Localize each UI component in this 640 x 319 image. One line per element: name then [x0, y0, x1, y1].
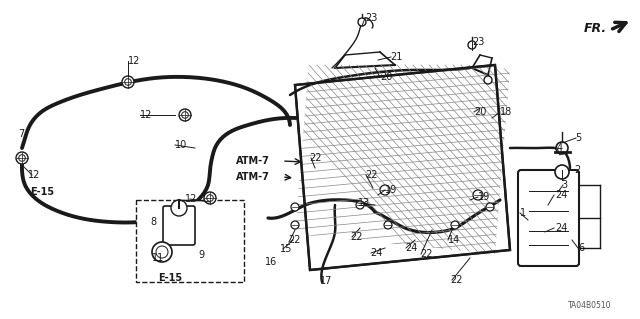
Text: E-15: E-15 [30, 187, 54, 197]
Circle shape [486, 203, 494, 211]
Text: 12: 12 [128, 56, 140, 66]
Circle shape [556, 142, 568, 154]
FancyBboxPatch shape [163, 206, 195, 245]
Text: 18: 18 [500, 107, 512, 117]
Text: 15: 15 [280, 244, 292, 254]
Text: 8: 8 [150, 217, 156, 227]
Text: 2: 2 [574, 165, 580, 175]
FancyBboxPatch shape [518, 170, 579, 266]
Text: 12: 12 [140, 110, 152, 120]
Text: 19: 19 [478, 192, 490, 202]
Circle shape [207, 195, 213, 201]
Text: 24: 24 [405, 243, 417, 253]
Text: 16: 16 [265, 257, 277, 267]
Text: ATM-7: ATM-7 [236, 156, 270, 166]
Text: 14: 14 [448, 235, 460, 245]
Text: 3: 3 [561, 180, 567, 190]
Text: 20: 20 [474, 107, 486, 117]
Circle shape [451, 221, 459, 229]
Text: 22: 22 [350, 232, 362, 242]
Text: 11: 11 [152, 253, 164, 263]
Text: ATM-7: ATM-7 [236, 172, 270, 182]
Text: 22: 22 [365, 170, 378, 180]
Text: 7: 7 [18, 129, 24, 139]
Text: 22: 22 [420, 249, 433, 259]
Circle shape [358, 18, 366, 26]
Circle shape [171, 200, 187, 216]
Text: 10: 10 [175, 140, 188, 150]
Text: 22: 22 [450, 275, 463, 285]
Circle shape [291, 221, 299, 229]
Bar [136, 200, 244, 282]
Circle shape [555, 165, 569, 179]
Circle shape [16, 152, 28, 164]
Text: 19: 19 [385, 185, 397, 195]
Text: 4: 4 [557, 143, 563, 153]
Circle shape [182, 112, 188, 118]
Circle shape [473, 190, 483, 200]
Text: 23: 23 [365, 13, 378, 23]
Text: 24: 24 [370, 248, 382, 258]
Text: 23: 23 [472, 37, 484, 47]
Text: 22: 22 [288, 235, 301, 245]
Text: 1: 1 [520, 208, 526, 218]
Text: 21: 21 [390, 52, 403, 62]
Circle shape [468, 41, 476, 49]
Circle shape [380, 185, 390, 195]
Text: 22: 22 [309, 153, 321, 163]
Text: 24: 24 [555, 223, 568, 233]
Circle shape [291, 203, 299, 211]
Circle shape [484, 76, 492, 84]
Text: 17: 17 [320, 276, 332, 286]
Text: 9: 9 [198, 250, 204, 260]
Text: FR.: FR. [584, 21, 607, 34]
Polygon shape [295, 65, 510, 270]
Text: 12: 12 [28, 170, 40, 180]
Circle shape [152, 242, 172, 262]
Text: TA04B0510: TA04B0510 [568, 301, 612, 310]
Circle shape [122, 76, 134, 88]
Circle shape [356, 201, 364, 209]
Circle shape [179, 109, 191, 121]
Circle shape [384, 221, 392, 229]
Text: 20: 20 [380, 72, 392, 82]
Text: 6: 6 [578, 243, 584, 253]
Circle shape [125, 79, 131, 85]
Text: 13: 13 [358, 198, 371, 208]
Circle shape [204, 192, 216, 204]
Text: E-15: E-15 [158, 273, 182, 283]
Circle shape [156, 246, 168, 258]
Text: 5: 5 [575, 133, 581, 143]
Text: 12: 12 [185, 194, 197, 204]
Text: 24: 24 [555, 190, 568, 200]
Circle shape [19, 155, 26, 161]
Polygon shape [295, 65, 510, 270]
